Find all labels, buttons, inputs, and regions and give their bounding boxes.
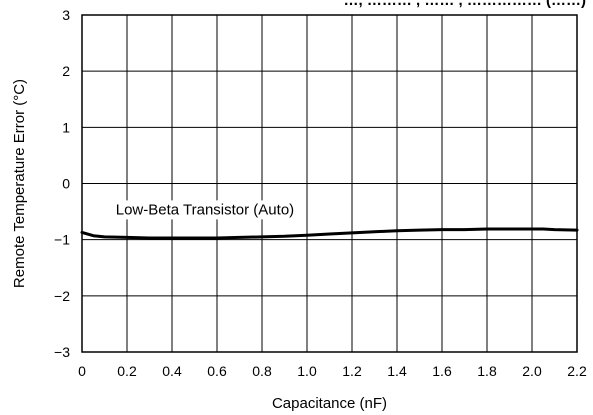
x-tick-label: 0.8 xyxy=(252,363,272,379)
grid xyxy=(82,15,577,352)
x-tick-label: 2.0 xyxy=(522,363,542,379)
x-tick-label: 0.4 xyxy=(162,363,182,379)
y-tick-labels: 3 2 1 0 −1 −2 −3 xyxy=(54,7,70,360)
x-tick-label: 1.2 xyxy=(342,363,362,379)
y-tick-label: −3 xyxy=(54,344,70,360)
y-tick-label: −1 xyxy=(54,232,70,248)
x-tick-label: 1.0 xyxy=(297,363,317,379)
x-tick-label: 1.4 xyxy=(387,363,407,379)
x-tick-label: 2.2 xyxy=(567,363,587,379)
x-tick-label: 1.8 xyxy=(477,363,497,379)
annotation-layer: Low-Beta Transistor (Auto) xyxy=(112,200,298,220)
y-tick-label: 2 xyxy=(62,63,70,79)
plot-frame xyxy=(81,14,578,353)
series-layer xyxy=(80,227,579,240)
x-tick-label: 1.6 xyxy=(432,363,452,379)
x-axis-title: Capacitance (nF) xyxy=(272,395,387,412)
series-line xyxy=(80,227,579,240)
y-tick-label: 0 xyxy=(62,176,70,192)
annotation-background xyxy=(112,200,298,220)
y-tick-label: 1 xyxy=(62,119,70,135)
x-tick-label: 0 xyxy=(78,363,86,379)
x-tick-labels: 0 0.2 0.4 0.6 0.8 1.0 1.2 1.4 1.6 1.8 2.0 2.2 xyxy=(78,363,587,379)
annotation-label: Low-Beta Transistor (Auto) xyxy=(116,201,294,218)
x-tick-label: 0.6 xyxy=(207,363,227,379)
y-axis-title: Remote Temperature Error (°C) xyxy=(11,79,28,288)
chart-title: …, ……… , …… , …………… (……) xyxy=(344,0,587,9)
y-tick-label: −2 xyxy=(54,288,70,304)
y-tick-label: 3 xyxy=(62,7,70,23)
x-tick-label: 0.2 xyxy=(117,363,137,379)
